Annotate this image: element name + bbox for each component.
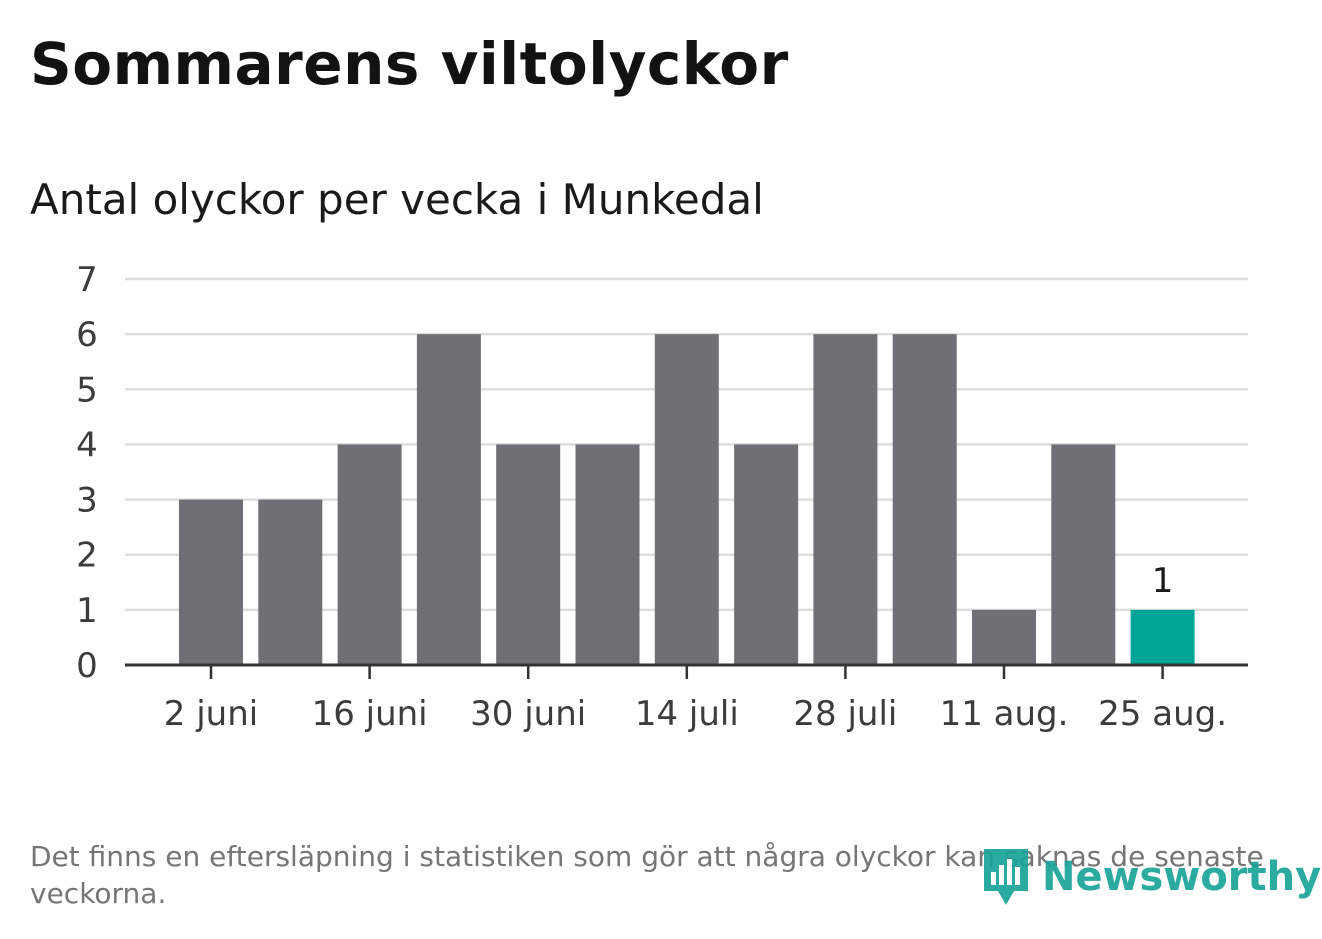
bar [179, 499, 243, 665]
bar [496, 444, 561, 665]
bar [258, 499, 323, 665]
bar [1051, 444, 1116, 665]
bars [179, 334, 1195, 665]
chart-title: Sommarens viltolyckor [30, 30, 789, 98]
y-tick-label: 0 [76, 646, 98, 686]
bar [892, 334, 957, 665]
footnote: Det finns en eftersläpning i statistiken… [30, 840, 1264, 910]
y-tick-label: 2 [76, 536, 98, 576]
bar [575, 444, 640, 665]
brand-logo: Newsworthy [980, 845, 1321, 909]
brand-name: Newsworthy [1042, 854, 1322, 900]
y-tick-label: 6 [76, 315, 98, 355]
chart-subtitle: Antal olyckor per vecka i Munkedal [30, 175, 764, 224]
bar [337, 444, 402, 665]
x-tick-label: 14 juli [635, 694, 739, 734]
y-tick-label: 4 [76, 425, 98, 465]
x-tick-label: 28 juli [793, 694, 897, 734]
x-tick-label: 25 aug. [1098, 694, 1227, 734]
x-tick-label: 11 aug. [940, 694, 1069, 734]
bar [813, 334, 878, 665]
bar [416, 334, 481, 665]
bar-labels: 1 [1152, 561, 1174, 601]
y-tick-label: 1 [76, 591, 98, 631]
bar [972, 609, 1036, 665]
bar [654, 334, 719, 665]
x-tick-label: 2 juni [164, 694, 258, 734]
newsworthy-logo-icon [984, 849, 1028, 905]
x-axis: 2 juni 16 juni 30 juni 14 juli 28 juli 11 aug… [125, 663, 1248, 734]
bar-value-label: 1 [1152, 561, 1174, 601]
bar [734, 444, 799, 665]
y-tick-label: 3 [76, 481, 98, 521]
y-tick-label: 7 [76, 260, 98, 300]
bar-chart: 0 1 2 3 4 5 6 7 2 juni 16 juni 30 juni 14 juli 28 j… [76, 260, 1248, 734]
y-tick-label: 5 [76, 370, 98, 410]
y-axis-ticks: 0 1 2 3 4 5 6 7 [76, 260, 98, 686]
x-tick-label: 30 juni [470, 694, 586, 734]
x-tick-label: 16 juni [312, 694, 428, 734]
bar [1130, 609, 1195, 665]
